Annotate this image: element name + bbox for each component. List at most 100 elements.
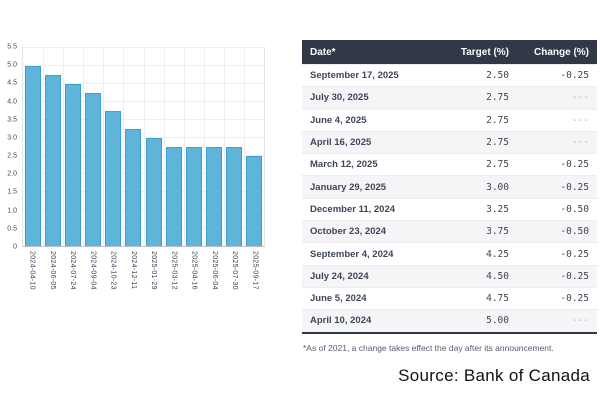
cell-date: April 10, 2024 (310, 315, 372, 327)
cell-change: -0.25 (560, 248, 589, 260)
cell-date: December 11, 2024 (310, 203, 396, 215)
cell-date: June 5, 2024 (310, 293, 367, 305)
x-label-slot: 2025-03-12 (164, 251, 184, 311)
x-tick-label: 2025-03-12 (170, 251, 178, 290)
x-label-slot: 2024-10-23 (103, 251, 123, 311)
gridline-vertical (43, 48, 45, 246)
source-attribution: Source: Bank of Canada (398, 366, 590, 385)
bar (85, 93, 102, 246)
x-axis-labels: 2024-04-10 2024-06-05 2024-07-24 2024-09-04… (22, 251, 265, 311)
cell-date: January 29, 2025 (310, 181, 387, 193)
gridline-vertical (223, 48, 225, 246)
table-footnote: *As of 2021, a change takes effect the d… (303, 343, 554, 353)
gridline-vertical (183, 48, 185, 246)
y-tick-label: 2.5 (7, 152, 17, 160)
gridline-vertical (243, 48, 245, 246)
bar (185, 147, 202, 246)
y-axis: 0 0.5 1.0 1.5 2.0 2.5 3.0 3.5 4.0 4.5 5.0 5.5 (0, 43, 19, 251)
rate-table: Date* Target (%) Change (%) September 17… (302, 40, 597, 334)
cell-target: 2.75 (486, 92, 509, 104)
policy-rate-bar-chart: 0 0.5 1.0 1.5 2.0 2.5 3.0 3.5 4.0 4.5 5.0 5.5 2024-… (0, 0, 300, 320)
x-label-slot: 2025-09-17 (245, 251, 265, 311)
bar-slot (103, 48, 123, 246)
cell-change: -0.25 (560, 70, 589, 82)
cell-target: 3.75 (486, 226, 509, 238)
cell-date: April 16, 2025 (310, 137, 372, 149)
cell-target: 2.75 (486, 159, 509, 171)
x-tick-label: 2024-06-05 (48, 251, 56, 290)
x-label-slot: 2024-04-10 (22, 251, 42, 311)
cell-change: --- (571, 114, 589, 126)
table-row: March 12, 2025 2.75 -0.25 (302, 153, 597, 175)
bar (25, 66, 42, 246)
bar-slot (83, 48, 103, 246)
x-tick-label: 2024-09-04 (89, 251, 97, 290)
x-label-slot: 2024-06-05 (42, 251, 62, 311)
x-tick-label: 2024-07-24 (69, 251, 77, 290)
x-tick-label: 2025-01-29 (150, 251, 158, 290)
gridline-vertical (63, 48, 65, 246)
bar (205, 147, 222, 246)
y-tick-label: 5.5 (7, 43, 17, 51)
gridline-vertical (83, 48, 85, 246)
cell-target: 4.50 (486, 270, 509, 282)
bar (125, 129, 142, 246)
x-tick-label: 2024-04-10 (28, 251, 36, 290)
cell-date: September 17, 2025 (310, 70, 399, 82)
cell-target: 2.75 (486, 137, 509, 149)
cell-change: --- (571, 137, 589, 149)
bar-slot (43, 48, 63, 246)
cell-date: June 4, 2025 (310, 114, 367, 126)
x-label-slot: 2025-04-16 (184, 251, 204, 311)
y-tick-label: 3.0 (7, 134, 17, 142)
table-row: July 24, 2024 4.50 -0.25 (302, 264, 597, 287)
cell-date: July 24, 2024 (310, 270, 369, 282)
table-row: January 29, 2025 3.00 -0.25 (302, 175, 597, 198)
x-label-slot: 2025-06-04 (204, 251, 224, 311)
bar-slot (144, 48, 164, 246)
gridline-vertical (143, 48, 145, 246)
cell-target: 5.00 (486, 315, 509, 327)
bar-slot (204, 48, 224, 246)
cell-change: -0.25 (560, 270, 589, 282)
cell-target: 4.75 (486, 293, 509, 305)
bar-slot (224, 48, 244, 246)
table-row: September 17, 2025 2.50 -0.25 (302, 64, 597, 86)
bar-slot (164, 48, 184, 246)
cell-target: 3.25 (486, 203, 509, 215)
bar (225, 147, 242, 246)
cell-target: 4.25 (486, 248, 509, 260)
cell-date: July 30, 2025 (310, 92, 369, 104)
bar (165, 147, 182, 246)
cell-change: -0.25 (560, 181, 589, 193)
bar (245, 156, 262, 246)
cell-target: 2.75 (486, 114, 509, 126)
bar (45, 75, 62, 246)
y-tick-label: 1.0 (7, 207, 17, 215)
x-label-slot: 2024-12-11 (123, 251, 143, 311)
x-label-slot: 2025-01-29 (144, 251, 164, 311)
table-row: June 5, 2024 4.75 -0.25 (302, 286, 597, 309)
y-tick-label: 4.5 (7, 79, 17, 87)
y-tick-label: 3.5 (7, 116, 17, 124)
column-header-target: Target (%) (460, 46, 509, 58)
gridline-vertical (163, 48, 165, 246)
table-row: June 4, 2025 2.75 --- (302, 108, 597, 131)
cell-change: -0.25 (560, 159, 589, 171)
y-tick-label: 0.5 (7, 225, 17, 233)
bar (65, 84, 82, 246)
x-tick-label: 2025-04-16 (190, 251, 198, 290)
table-header: Date* Target (%) Change (%) (302, 40, 597, 64)
table-body: September 17, 2025 2.50 -0.25 July 30, 2025… (302, 64, 597, 332)
cell-target: 3.00 (486, 181, 509, 193)
x-label-slot: 2024-09-04 (83, 251, 103, 311)
gridline-vertical (203, 48, 205, 246)
bar-slot (244, 48, 264, 246)
x-tick-label: 2025-07-30 (231, 251, 239, 290)
x-label-slot: 2024-07-24 (63, 251, 83, 311)
cell-change: -0.50 (560, 226, 589, 238)
table-row: September 4, 2024 4.25 -0.25 (302, 242, 597, 264)
bar (105, 111, 122, 246)
cell-change: -0.25 (560, 293, 589, 305)
table-row: July 30, 2025 2.75 --- (302, 86, 597, 109)
